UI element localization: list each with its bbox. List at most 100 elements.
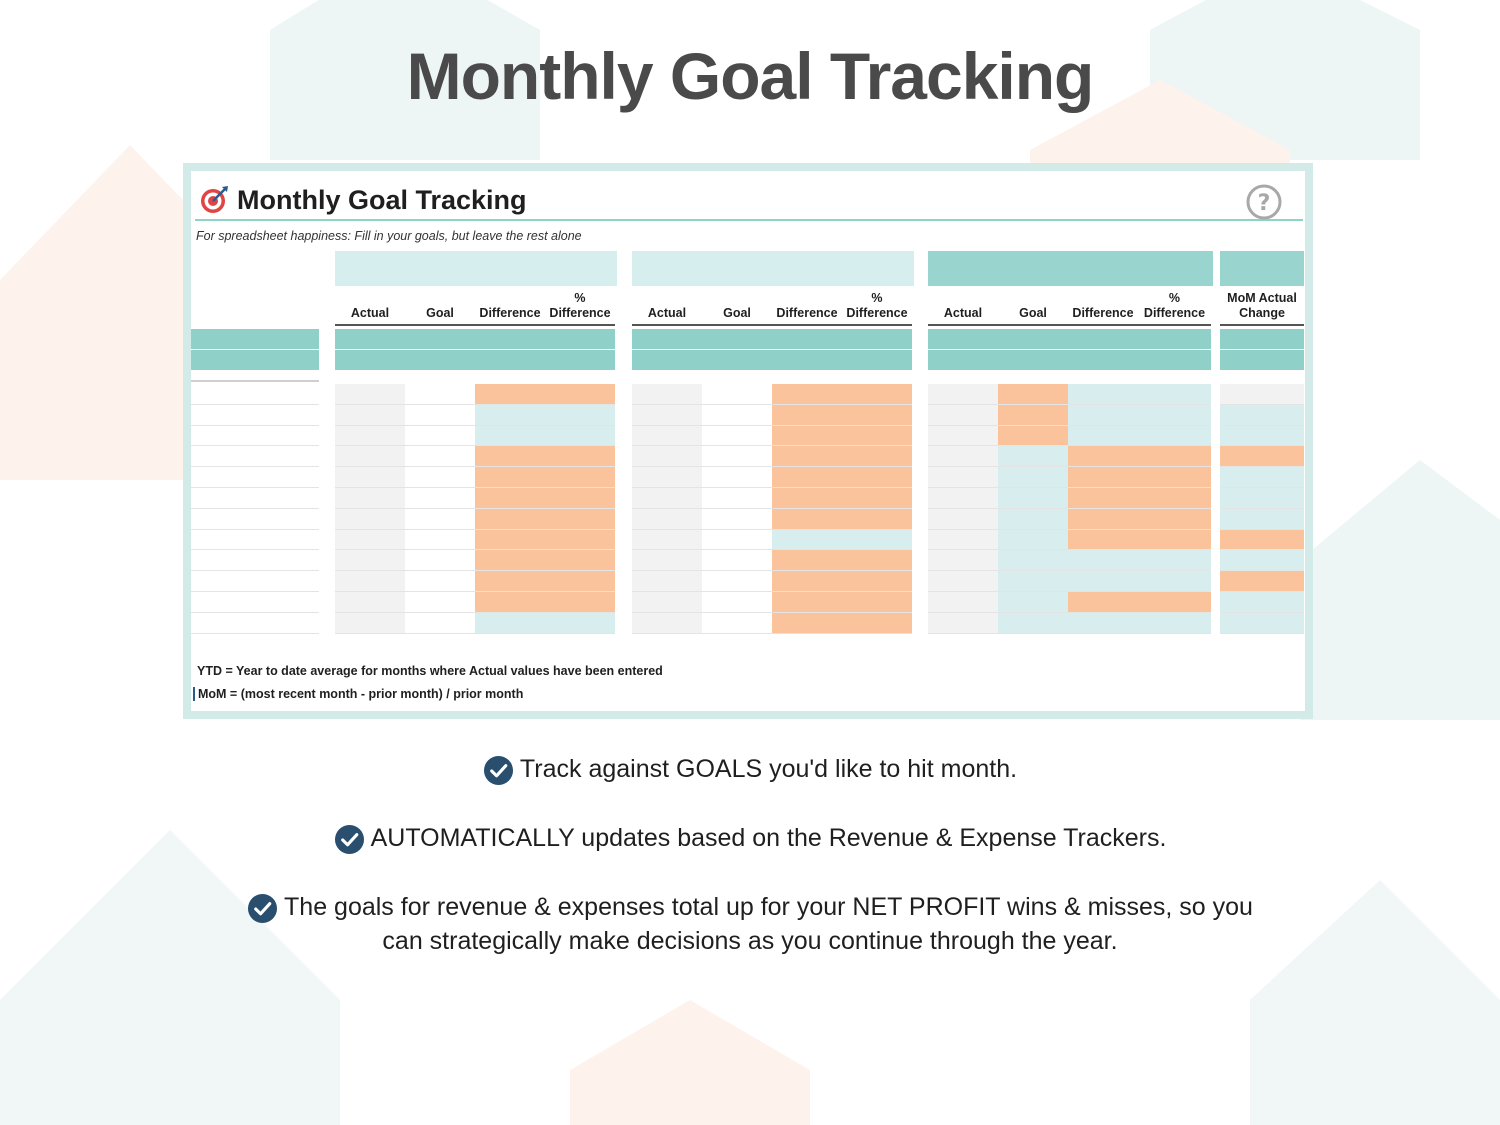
table-cell [545,488,615,509]
sheet-title: Monthly Goal Tracking [237,185,527,215]
ytd-total-cell [1068,350,1138,371]
table-cell [1068,592,1138,613]
table-cell [475,508,545,530]
column-header: Difference [1068,288,1138,326]
table-cell [1068,488,1138,509]
check-circle-icon [334,824,364,854]
table-cell [772,488,842,509]
table-cell [702,550,772,572]
question-circle-icon[interactable]: ? [1245,183,1283,221]
table-cell [632,571,702,592]
table-cell [1068,529,1138,551]
table-cell [405,509,475,530]
mom-change-label: Change [1239,306,1285,320]
table-cell [632,384,702,405]
table-cell [842,467,912,488]
ytd-average-cell [928,329,998,350]
mom-label: MoM Actual [1227,291,1297,305]
ytd-total-cell [928,350,998,371]
ytd-total-cell [545,350,615,371]
table-cell [405,384,475,405]
column-header-label: Difference [1072,306,1134,320]
column-header-label: MoM Actual Change [1227,291,1297,324]
table-cell [928,508,998,530]
table-cell [702,613,772,634]
table-cell [702,488,772,509]
table-cell [1220,446,1304,468]
ytd-average-cell [1138,329,1211,350]
ytd-average-cell [405,329,475,350]
table-cell [335,488,405,509]
sheet-header: Monthly Goal Tracking ? [195,177,1303,221]
table-cell [998,467,1068,488]
table-cell [335,404,405,426]
table-cell [1138,404,1211,426]
table-cell [998,425,1068,447]
column-header-label: Actual [350,306,390,320]
ytd-average-cell [1068,329,1138,350]
table-cell [1068,550,1138,572]
table-cell [1068,467,1138,488]
table-cell [1138,550,1211,572]
table-cell [928,446,998,468]
table-cell [335,508,405,530]
column-header: % Difference [545,288,615,326]
table-cell [842,571,912,592]
table-cell [475,612,545,634]
table-cell [1138,384,1211,405]
ytd-average-cell [998,329,1068,350]
month-label [191,571,319,592]
target-dart-icon [201,186,228,213]
ytd-average-cell [842,329,912,350]
table-cell [632,592,702,613]
table-cell [1220,425,1304,447]
table-cell [1220,612,1304,634]
column-header-label: Actual [647,306,687,320]
revenue-header [335,251,617,286]
table-cell [1068,571,1138,592]
table-cell [1068,404,1138,426]
month-label [191,488,319,509]
table-cell [998,404,1068,426]
table-cell [772,425,842,447]
table-cell [928,550,998,572]
table-cell [545,612,615,634]
table-cell [1068,612,1138,634]
table-cell [475,529,545,551]
table-cell [998,571,1068,592]
table-cell [405,571,475,592]
column-header-label: Goal [723,306,751,320]
table-cell [928,571,998,592]
column-header: Actual [335,288,405,326]
table-cell [1220,529,1304,551]
table-cell [1220,467,1304,488]
table-cell [1138,446,1211,468]
table-cell [545,508,615,530]
mom-header-fill [1220,251,1304,286]
month-label [191,613,319,634]
table-cell [1138,508,1211,530]
pct-symbol: % [871,291,883,305]
ytd-total-cell [475,350,545,371]
table-cell [772,550,842,572]
net_profit-header [928,251,1213,286]
table-cell [928,404,998,426]
table-cell [335,529,405,551]
table-cell [1220,384,1304,405]
table-cell [632,529,702,551]
spreadsheet-screenshot: Monthly Goal Tracking ? For spreadsheet … [183,163,1313,719]
table-cell [702,571,772,592]
column-header: Goal [405,288,475,326]
ytd-average-cell [1220,329,1304,350]
pct-difference-label: Difference [549,306,611,320]
column-header-label: Goal [426,306,454,320]
table-cell [475,592,545,613]
table-cell [1138,467,1211,488]
table-cell [772,384,842,405]
ytd-average-label [191,329,319,350]
column-header-label: % Difference [846,291,907,324]
column-header-label: Difference [479,306,541,320]
month-label [191,467,319,488]
table-cell [405,488,475,509]
table-cell [702,384,772,405]
